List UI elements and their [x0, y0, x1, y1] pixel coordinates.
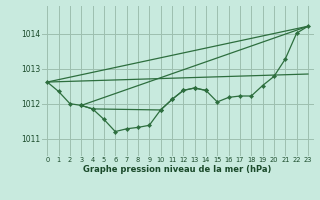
- X-axis label: Graphe pression niveau de la mer (hPa): Graphe pression niveau de la mer (hPa): [84, 165, 272, 174]
